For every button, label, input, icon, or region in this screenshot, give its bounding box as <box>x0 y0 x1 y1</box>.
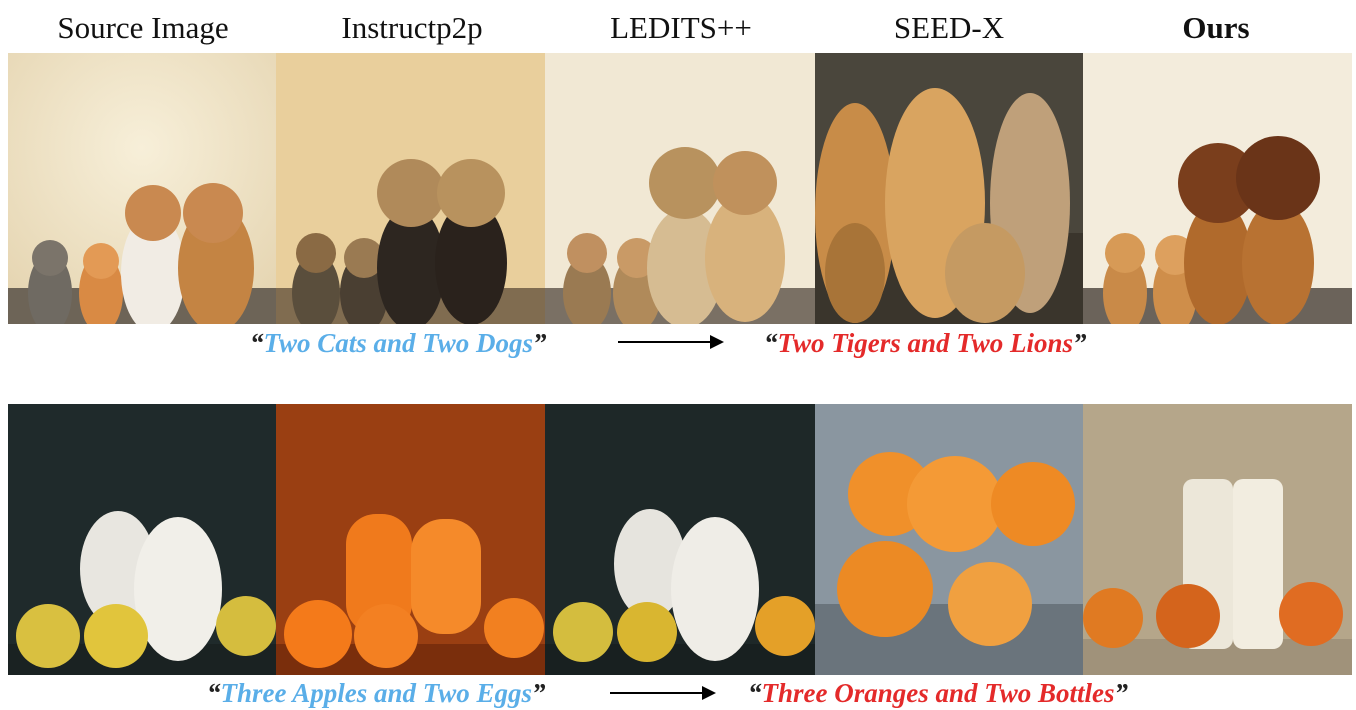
column-title-ours: Ours <box>1182 10 1250 45</box>
row-1-target-prompt: “Two Tigers and Two Lions” <box>764 328 1087 358</box>
image-source-cats-dogs <box>8 53 276 324</box>
column-title-instructp2p: Instructp2p <box>341 10 483 45</box>
row-2-target-prompt: “Three Oranges and Two Bottles” <box>748 678 1129 708</box>
image-ledits-result <box>545 53 815 324</box>
image-instructp2p-oranges <box>276 404 545 675</box>
image-ours-result <box>1083 53 1352 324</box>
column-title-source-image: Source Image <box>57 10 229 45</box>
column-title-ledits: LEDITS++ <box>610 10 752 45</box>
row-2-arrow-icon <box>610 686 716 700</box>
image-seedx-result <box>815 53 1083 324</box>
row-1-images <box>8 53 1352 324</box>
column-title-seedx: SEED-X <box>893 10 1005 45</box>
row-1-source-prompt: “Two Cats and Two Dogs” <box>250 328 547 358</box>
row-2-source-prompt: “Three Apples and Two Eggs” <box>207 678 546 708</box>
image-seedx-oranges <box>815 404 1083 675</box>
image-instructp2p-result <box>276 53 545 324</box>
row-1-arrow-icon <box>618 335 724 349</box>
image-source-apples-eggs <box>8 404 276 675</box>
image-ledits-apples-eggs <box>545 404 815 675</box>
image-ours-oranges-bottles <box>1083 404 1352 675</box>
row-2-images <box>8 404 1352 675</box>
